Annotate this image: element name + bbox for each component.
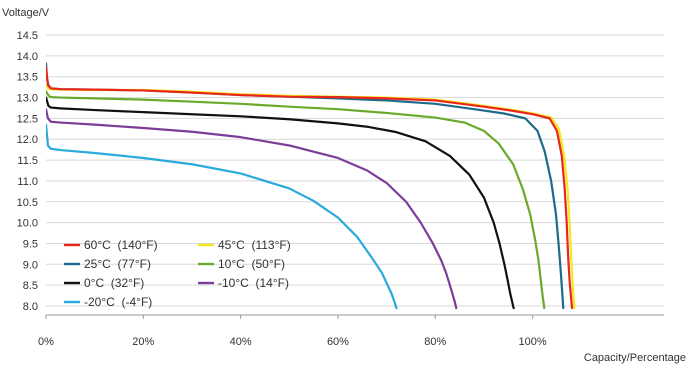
series-line-5 xyxy=(46,108,458,310)
x-tick-label: 20% xyxy=(132,336,154,348)
y-tick-label: 12.0 xyxy=(17,134,38,146)
x-tick-label: 100% xyxy=(519,336,547,348)
y-tick-label: 8.0 xyxy=(23,301,38,313)
legend-label: 25°C (77°F) xyxy=(84,257,151,271)
legend-label: -10°C (14°F) xyxy=(218,276,289,290)
legend-label: -20°C (-4°F) xyxy=(84,295,152,309)
y-tick-label: 11.5 xyxy=(17,155,38,167)
legend-label: 0°C (32°F) xyxy=(84,276,144,290)
legend: 60°C (140°F) 25°C (77°F) 0°C (32°F) -20°C (… xyxy=(64,238,291,309)
y-tick-label: 10.5 xyxy=(17,197,38,209)
series-layer xyxy=(46,62,576,310)
legend-label: 10°C (50°F) xyxy=(218,257,285,271)
y-axis-label: Voltage/V xyxy=(2,7,50,19)
y-tick-label: 13.5 xyxy=(17,72,38,84)
y-tick-label: 9.5 xyxy=(23,238,38,250)
y-tick-label: 14.0 xyxy=(17,51,38,63)
y-tick-label: 9.0 xyxy=(23,259,38,271)
x-tick-label: 60% xyxy=(327,336,349,348)
y-tick-label: 8.5 xyxy=(23,280,38,292)
x-tick-label: 40% xyxy=(230,336,252,348)
series-line-3 xyxy=(46,90,546,310)
series-line-0 xyxy=(46,66,574,310)
y-tick-label: 13.0 xyxy=(17,93,38,105)
legend-label: 45°C (113°F) xyxy=(218,238,291,252)
series-line-6 xyxy=(46,123,398,310)
legend-label: 60°C (140°F) xyxy=(84,238,158,252)
y-tick-label: 10.0 xyxy=(17,218,38,230)
axis-layer: 8.0 8.5 9.0 9.5 10.0 10.5 11.0 11.5 12.0 12.5 13.0… xyxy=(17,30,664,348)
x-tick-label: 0% xyxy=(38,336,54,348)
series-line-4 xyxy=(46,96,515,310)
y-tick-label: 14.5 xyxy=(17,30,38,42)
y-tick-label: 11.0 xyxy=(17,176,38,188)
grid-layer xyxy=(46,34,664,307)
x-tick-label: 80% xyxy=(424,336,446,348)
y-tick-label: 12.5 xyxy=(17,113,38,125)
x-axis-label: Capacity/Percentage xyxy=(584,352,686,364)
